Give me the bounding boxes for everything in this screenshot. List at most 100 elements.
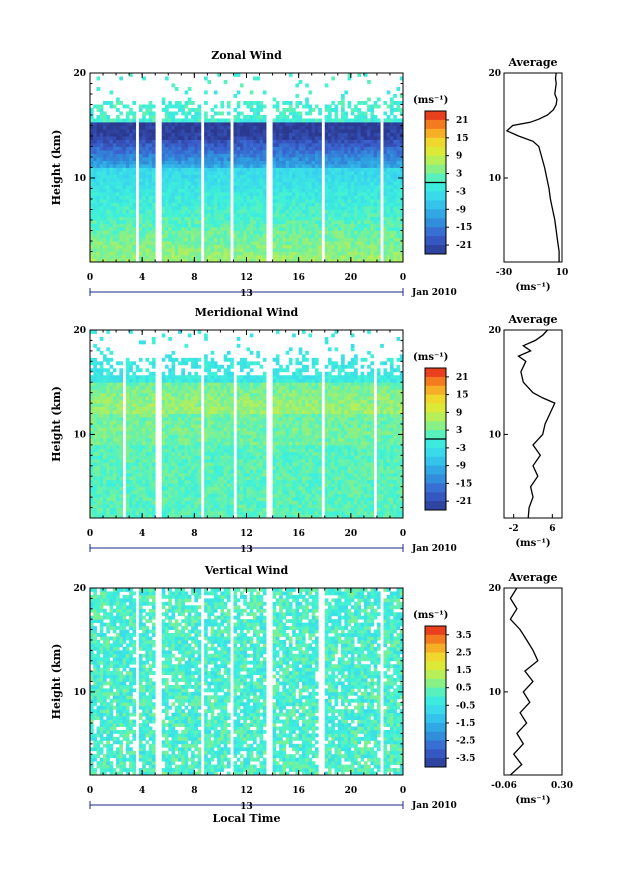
heatmap-cell (197, 150, 202, 154)
heatmap-cell (178, 129, 182, 133)
heatmap-cell (376, 171, 381, 175)
heatmap-cell (230, 479, 234, 484)
heatmap-cell (112, 125, 117, 130)
heatmap-cell (337, 244, 342, 249)
heatmap-cell (350, 504, 355, 508)
heatmap-cell (383, 493, 388, 498)
heatmap-cell (204, 122, 208, 126)
heatmap-cell (174, 493, 179, 498)
heatmap-cell (207, 174, 212, 179)
heatmap-cell (253, 227, 257, 231)
heatmap-cell (367, 490, 371, 495)
heatmap-cell (138, 244, 143, 249)
heatmap-cell (145, 132, 150, 137)
heatmap-cell (354, 497, 358, 501)
heatmap-cell (292, 251, 296, 256)
heatmap-cell (129, 160, 133, 165)
heatmap-cell (311, 143, 316, 147)
heatmap-cell (308, 500, 313, 505)
heatmap-cell (171, 167, 176, 172)
heatmap-cell (132, 490, 137, 495)
heatmap-cell (285, 493, 290, 498)
heatmap-cell (135, 504, 140, 508)
heatmap-cell (383, 511, 388, 515)
heatmap-cell (389, 101, 394, 105)
heatmap-cell (256, 490, 260, 495)
heatmap-cell (233, 174, 238, 179)
heatmap-cell (174, 132, 179, 137)
heatmap-cell (233, 164, 238, 168)
heatmap-cell (243, 171, 247, 175)
heatmap-cell (106, 486, 110, 491)
heatmap-cell (236, 178, 241, 182)
heatmap-cell (337, 493, 342, 498)
heatmap-cell (399, 227, 404, 231)
heatmap-cell (93, 234, 97, 238)
heatmap-cell (90, 171, 94, 175)
heatmap-cell (217, 255, 221, 259)
heatmap-cell (301, 230, 306, 235)
heatmap-cell (363, 125, 368, 130)
heatmap-cell (96, 483, 101, 488)
heatmap-cell (341, 202, 345, 207)
heatmap-cell (151, 167, 156, 172)
heatmap-cell (106, 248, 110, 252)
heatmap-cell (354, 230, 358, 235)
heatmap-cell (90, 108, 94, 112)
heatmap-cell (318, 258, 322, 263)
heatmap-cell (223, 153, 228, 158)
heatmap-cell (236, 507, 241, 512)
heatmap-cell (288, 202, 293, 207)
heatmap-cell (360, 157, 365, 161)
heatmap-cell (164, 230, 169, 235)
heatmap-cell (171, 258, 176, 263)
heatmap-cell (262, 178, 267, 182)
heatmap-cell (125, 223, 130, 228)
heatmap-cell (386, 118, 391, 123)
heatmap-cell (129, 223, 133, 228)
heatmap-cell (376, 241, 381, 245)
heatmap-cell (308, 255, 313, 259)
heatmap-cell (314, 122, 319, 126)
heatmap-cell (370, 146, 375, 151)
heatmap-cell (331, 504, 335, 508)
heatmap-cell (301, 143, 306, 147)
heatmap-cell (106, 174, 110, 179)
heatmap-cell (347, 514, 352, 519)
heatmap-cell (187, 220, 192, 224)
heatmap-cell (334, 108, 339, 112)
heatmap-cell (197, 157, 202, 161)
heatmap-cell (367, 125, 371, 130)
heatmap-cell (171, 500, 176, 505)
heatmap-cell (370, 174, 375, 179)
heatmap-cell (285, 101, 290, 105)
heatmap-cell (396, 122, 401, 126)
heatmap-cell (396, 500, 401, 505)
heatmap-cell (194, 122, 198, 126)
heatmap-cell (383, 237, 388, 242)
heatmap-cell (376, 153, 381, 158)
heatmap-cell (383, 220, 388, 224)
heatmap-cell (262, 125, 267, 130)
heatmap-cell (360, 227, 365, 231)
heatmap-cell (106, 167, 110, 172)
heatmap-cell (311, 234, 316, 238)
heatmap-cell (344, 511, 348, 515)
heatmap-cell (109, 486, 114, 491)
heatmap-cell (210, 132, 215, 137)
heatmap-cell (305, 160, 309, 165)
heatmap-cell (399, 108, 404, 112)
heatmap-cell (396, 164, 401, 168)
heatmap-cell (344, 90, 348, 95)
heatmap-cell (311, 157, 316, 161)
heatmap-cell (217, 185, 221, 189)
heatmap-cell (243, 241, 247, 245)
heatmap-cell (337, 181, 342, 186)
heatmap-cell (119, 244, 123, 249)
heatmap-cell (295, 104, 300, 109)
heatmap-cell (279, 223, 283, 228)
heatmap-cell (125, 476, 130, 481)
heatmap-cell (298, 511, 303, 515)
heatmap-cell (295, 192, 300, 196)
heatmap-cell (373, 104, 378, 109)
